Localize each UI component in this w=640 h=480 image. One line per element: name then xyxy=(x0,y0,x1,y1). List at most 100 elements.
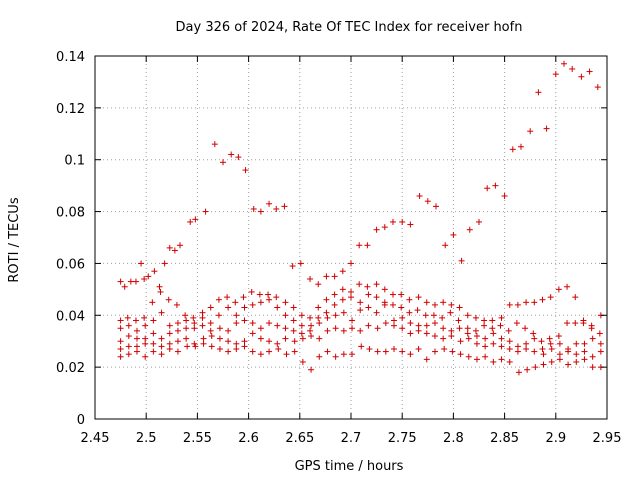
data-point xyxy=(399,325,406,332)
data-point xyxy=(465,335,472,342)
data-point xyxy=(323,309,330,316)
data-point xyxy=(440,325,447,332)
data-point xyxy=(482,343,489,350)
data-point xyxy=(440,335,447,342)
data-point xyxy=(442,242,449,249)
data-point xyxy=(381,301,388,308)
y-tick-label: 0.06 xyxy=(56,257,85,272)
data-point xyxy=(158,309,165,316)
data-point xyxy=(399,218,406,225)
data-point xyxy=(589,353,596,360)
data-point xyxy=(200,340,207,347)
data-point xyxy=(543,125,550,132)
data-point xyxy=(324,314,331,321)
data-point xyxy=(158,351,165,358)
data-point xyxy=(513,320,520,327)
data-point xyxy=(117,338,124,345)
data-point xyxy=(250,205,257,212)
data-point xyxy=(199,322,206,329)
data-point xyxy=(192,216,199,223)
data-point xyxy=(124,314,131,321)
data-point xyxy=(150,340,157,347)
data-point xyxy=(257,351,264,358)
data-point xyxy=(282,312,289,319)
data-point xyxy=(356,281,363,288)
data-point xyxy=(182,312,189,319)
data-point xyxy=(348,288,354,295)
data-point xyxy=(564,283,571,290)
data-point xyxy=(538,338,545,345)
data-point xyxy=(228,151,235,158)
data-point xyxy=(173,301,180,308)
data-point xyxy=(348,260,354,267)
data-point xyxy=(540,351,547,358)
data-point xyxy=(406,309,413,316)
data-point xyxy=(133,343,140,350)
data-point xyxy=(171,247,178,254)
data-point xyxy=(432,203,439,210)
data-point xyxy=(340,351,347,358)
data-point xyxy=(586,68,593,75)
data-point xyxy=(256,291,263,298)
data-point xyxy=(233,345,240,352)
data-point xyxy=(490,330,497,337)
data-point xyxy=(298,330,305,337)
data-point xyxy=(132,317,139,324)
data-point xyxy=(207,304,214,311)
data-point xyxy=(308,366,315,373)
data-point xyxy=(282,299,289,306)
data-point xyxy=(365,304,372,311)
data-point xyxy=(349,351,356,358)
data-point xyxy=(257,299,264,306)
data-point xyxy=(266,338,273,345)
data-point xyxy=(431,348,438,355)
data-point xyxy=(216,325,223,332)
data-point xyxy=(564,320,571,327)
data-point xyxy=(283,351,290,358)
data-point xyxy=(215,312,222,319)
data-point xyxy=(174,338,181,345)
data-point xyxy=(117,353,124,360)
data-point xyxy=(339,296,346,303)
data-point xyxy=(191,340,198,347)
data-point xyxy=(364,283,371,290)
data-point xyxy=(448,327,455,334)
data-point xyxy=(472,314,479,321)
data-point xyxy=(489,317,496,324)
data-point xyxy=(299,358,306,365)
data-point xyxy=(315,281,322,288)
data-point xyxy=(498,356,505,363)
data-point xyxy=(220,159,226,166)
data-point xyxy=(596,330,603,337)
data-point xyxy=(441,345,448,352)
data-point xyxy=(161,260,168,267)
data-point xyxy=(207,320,214,327)
y-tick-label: 0.1 xyxy=(64,154,85,169)
data-point xyxy=(552,71,559,78)
data-point xyxy=(588,325,595,332)
data-point xyxy=(399,314,406,321)
x-tick-label: 2.75 xyxy=(388,431,417,446)
data-point xyxy=(589,335,596,342)
data-point xyxy=(307,314,314,321)
data-point xyxy=(415,294,422,301)
data-point xyxy=(556,356,563,363)
data-point xyxy=(422,312,429,319)
y-tick-label: 0.12 xyxy=(56,102,85,117)
data-point xyxy=(423,356,430,363)
data-point xyxy=(191,325,198,332)
data-point xyxy=(506,345,513,352)
data-point xyxy=(275,345,282,352)
data-point xyxy=(282,325,289,332)
data-point xyxy=(150,348,157,355)
data-point xyxy=(531,335,538,342)
data-point xyxy=(340,309,347,316)
data-point xyxy=(448,301,455,308)
data-point xyxy=(241,317,248,324)
data-point xyxy=(224,294,231,301)
data-point xyxy=(316,353,323,360)
data-point xyxy=(382,348,389,355)
data-point xyxy=(440,299,447,306)
data-point xyxy=(165,296,172,303)
